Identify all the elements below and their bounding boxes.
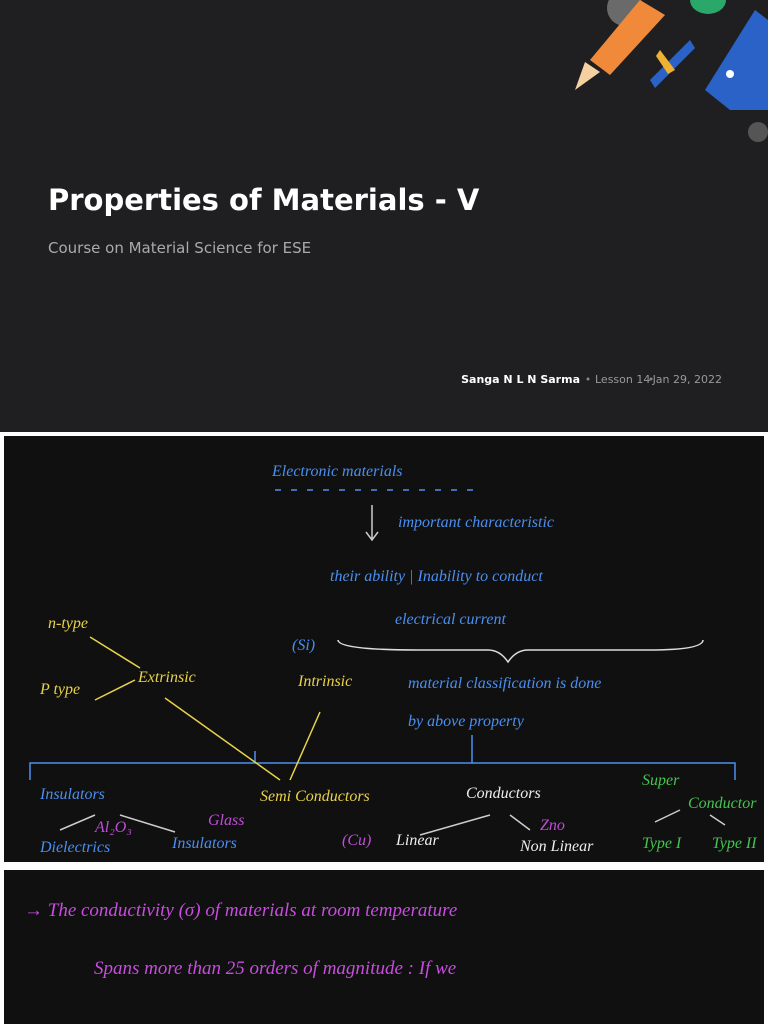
note-text: Intrinsic [297, 673, 352, 690]
title: Properties of Materials - V [48, 183, 480, 217]
note-text: Insulators [39, 786, 105, 803]
note-text: material classification is done [408, 675, 601, 692]
note-text: Linear [395, 832, 439, 849]
lesson: Lesson 14 [595, 373, 650, 386]
note-heading: Electronic materials [271, 463, 403, 480]
text-slide [4, 870, 764, 1024]
note-text: (Si) [292, 637, 315, 654]
note-text: important characteristic [398, 514, 554, 531]
note-text: Al₂O₃ [94, 819, 132, 836]
note-text: Type II [712, 835, 757, 852]
decoration [575, 0, 768, 142]
note-text: Insulators [171, 835, 237, 852]
note-text: Type I [642, 835, 682, 852]
note-text: Zno [540, 817, 565, 834]
author: Sanga N L N Sarma [461, 373, 580, 386]
note-text: Conductors [466, 785, 541, 802]
title-slide [0, 0, 768, 432]
diagram-lines [29, 489, 736, 836]
note-text: P type [39, 681, 80, 698]
note-text: electrical current [395, 611, 506, 628]
note-text: Extrinsic [137, 669, 196, 686]
separator [586, 377, 590, 381]
note-text: → The conductivity (σ) of materials at r… [24, 900, 457, 921]
note-text: by above property [408, 713, 525, 730]
note-text: Spans more than 25 orders of magnitude :… [94, 958, 456, 979]
note-text: n-type [48, 615, 88, 632]
note-text: Non Linear [519, 838, 594, 855]
date: Jan 29, 2022 [652, 373, 722, 386]
note-text: their ability | Inability to conduct [330, 568, 543, 585]
note-text: Glass [208, 812, 244, 829]
subtitle: Course on Material Science for ESE [48, 239, 311, 257]
note-text: Semi Conductors [260, 788, 370, 805]
note-text: (Cu) [342, 832, 371, 849]
separator [649, 377, 653, 381]
note-text: Dielectrics [39, 839, 110, 856]
note-text: Super [642, 772, 680, 789]
note-text: Conductor [688, 795, 757, 812]
